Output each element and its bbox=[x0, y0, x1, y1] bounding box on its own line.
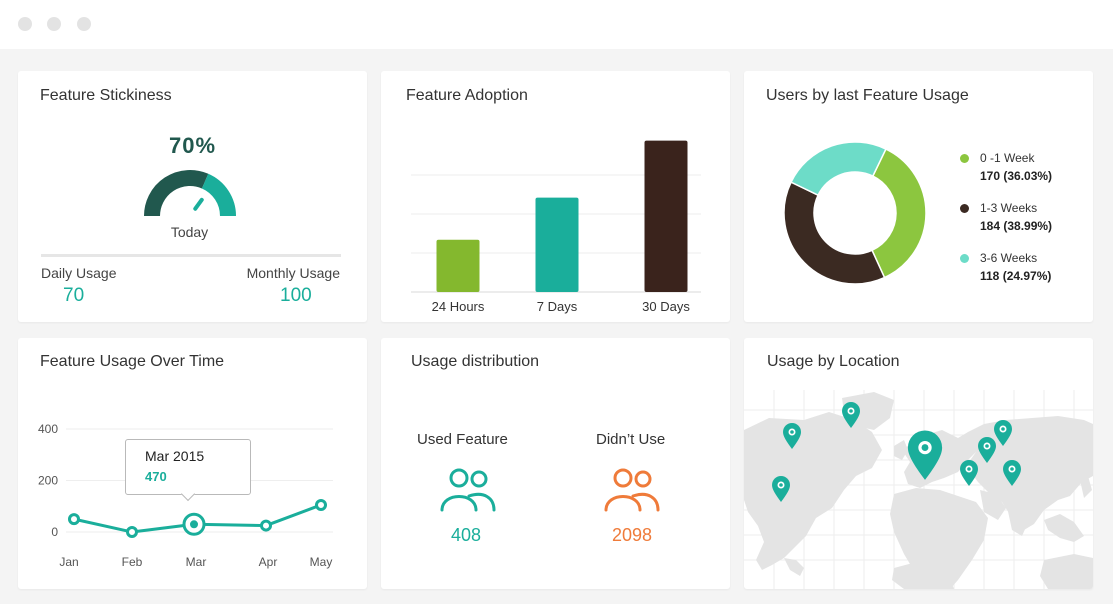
x-tick-label: May bbox=[310, 555, 333, 569]
map-pins bbox=[772, 402, 1021, 502]
card-title: Users by last Feature Usage bbox=[766, 87, 969, 104]
usage-line-chart: 0 200 400 Jan Feb Mar Apr May bbox=[38, 422, 333, 569]
map-pin-icon[interactable] bbox=[783, 423, 801, 449]
monthly-usage-label: Monthly Usage bbox=[246, 265, 340, 281]
stickiness-divider bbox=[41, 254, 341, 257]
card-title: Usage distribution bbox=[411, 353, 540, 370]
card-feature-adoption: Feature Adoption 24 Hours 7 Days 30 Days bbox=[381, 71, 730, 322]
data-point-highlight-center bbox=[190, 520, 198, 529]
map-africa bbox=[890, 488, 988, 589]
legend-label: 0 -1 Week bbox=[980, 151, 1035, 165]
legend-value: 118 (24.97%) bbox=[980, 269, 1052, 283]
card-title: Feature Stickiness bbox=[40, 87, 172, 104]
map-pin-icon[interactable] bbox=[994, 420, 1012, 446]
tooltip-month: Mar 2015 bbox=[145, 448, 205, 464]
map-uk bbox=[894, 440, 908, 460]
bar[interactable] bbox=[644, 140, 688, 292]
legend-swatch bbox=[960, 204, 969, 213]
map-southeast-asia bbox=[1044, 514, 1084, 542]
x-tick-label: Apr bbox=[259, 555, 278, 569]
didnt-use-value: 2098 bbox=[612, 525, 653, 545]
window-dot-maximize[interactable] bbox=[77, 17, 91, 31]
line-tooltip: Mar 2015 470 bbox=[125, 439, 251, 502]
daily-usage-label: Daily Usage bbox=[41, 265, 117, 281]
card-title: Feature Usage Over Time bbox=[40, 353, 225, 370]
map-japan bbox=[1080, 476, 1092, 498]
data-point[interactable] bbox=[315, 498, 327, 511]
gauge-fill-accent bbox=[201, 173, 236, 217]
x-tick-label: 24 Hours bbox=[432, 299, 485, 314]
used-feature-label: Used Feature bbox=[417, 431, 508, 448]
card-usage-by-location: Usage by Location bbox=[744, 338, 1093, 589]
legend-swatch bbox=[960, 154, 969, 163]
card-title: Feature Adoption bbox=[406, 87, 528, 104]
x-tick-label: 30 Days bbox=[642, 299, 690, 314]
data-point[interactable] bbox=[126, 526, 138, 538]
map-india bbox=[1006, 502, 1030, 536]
legend-swatch bbox=[960, 254, 969, 263]
donut-slice[interactable] bbox=[790, 141, 887, 197]
adoption-bar-chart: 24 Hours 7 Days 30 Days bbox=[411, 140, 701, 314]
x-tick-label: Jan bbox=[59, 555, 78, 569]
stickiness-gauge bbox=[144, 170, 236, 217]
gauge-label: Today bbox=[170, 224, 209, 240]
x-tick-label: 7 Days bbox=[537, 299, 578, 314]
daily-usage-value: 70 bbox=[63, 285, 85, 306]
map-pin-icon[interactable] bbox=[1003, 460, 1021, 486]
y-tick-label: 200 bbox=[38, 474, 58, 488]
map-asia bbox=[966, 416, 1093, 530]
tooltip-value: 470 bbox=[145, 469, 167, 484]
bar[interactable] bbox=[436, 239, 480, 292]
map-arabia bbox=[980, 490, 1006, 520]
gauge-percent: 70% bbox=[168, 133, 217, 158]
x-tick-label: Mar bbox=[186, 555, 207, 569]
card-title: Usage by Location bbox=[767, 353, 900, 370]
gauge-fill bbox=[144, 170, 209, 217]
window-titlebar bbox=[0, 0, 1113, 49]
legend-value: 184 (38.99%) bbox=[980, 219, 1053, 233]
map-central-america bbox=[784, 558, 804, 576]
map-pin-icon[interactable] bbox=[907, 430, 943, 480]
donut-slice[interactable] bbox=[871, 148, 927, 279]
data-point[interactable] bbox=[68, 513, 80, 526]
legend-label: 3-6 Weeks bbox=[980, 251, 1038, 265]
legend-label: 1-3 Weeks bbox=[980, 201, 1038, 215]
map-australia bbox=[1040, 554, 1093, 589]
map-pin-icon[interactable] bbox=[772, 476, 790, 502]
gauge-needle bbox=[193, 197, 204, 211]
users-icon bbox=[604, 468, 660, 512]
data-point[interactable] bbox=[260, 519, 272, 532]
window-dot-close[interactable] bbox=[18, 17, 32, 31]
map-north-america bbox=[744, 412, 882, 570]
card-usage-over-time: Feature Usage Over Time 0 200 400 Jan Feb Mar… bbox=[18, 338, 367, 589]
x-tick-label: Feb bbox=[122, 555, 143, 569]
map-pin-icon[interactable] bbox=[978, 437, 996, 463]
bar[interactable] bbox=[535, 197, 579, 292]
used-feature-value: 408 bbox=[451, 525, 482, 545]
last-usage-donut bbox=[783, 141, 927, 285]
map-pin-icon[interactable] bbox=[842, 402, 860, 428]
world-map[interactable] bbox=[744, 390, 1093, 589]
card-last-feature-usage: Users by last Feature Usage 0 -1 Week 170… bbox=[744, 71, 1093, 322]
donut-slice[interactable] bbox=[783, 181, 886, 285]
y-tick-label: 400 bbox=[38, 422, 58, 436]
legend-value: 170 (36.03%) bbox=[980, 169, 1053, 183]
users-icon bbox=[440, 468, 496, 512]
window-dot-minimize[interactable] bbox=[47, 17, 61, 31]
card-usage-distribution: Usage distribution Used Feature 408 Didn… bbox=[381, 338, 730, 589]
map-pin-icon[interactable] bbox=[960, 460, 978, 486]
y-tick-label: 0 bbox=[51, 525, 58, 539]
card-feature-stickiness: Feature Stickiness 70% Today Daily Usage… bbox=[18, 71, 367, 322]
monthly-usage-value: 100 bbox=[280, 285, 312, 306]
didnt-use-label: Didn’t Use bbox=[596, 431, 666, 448]
